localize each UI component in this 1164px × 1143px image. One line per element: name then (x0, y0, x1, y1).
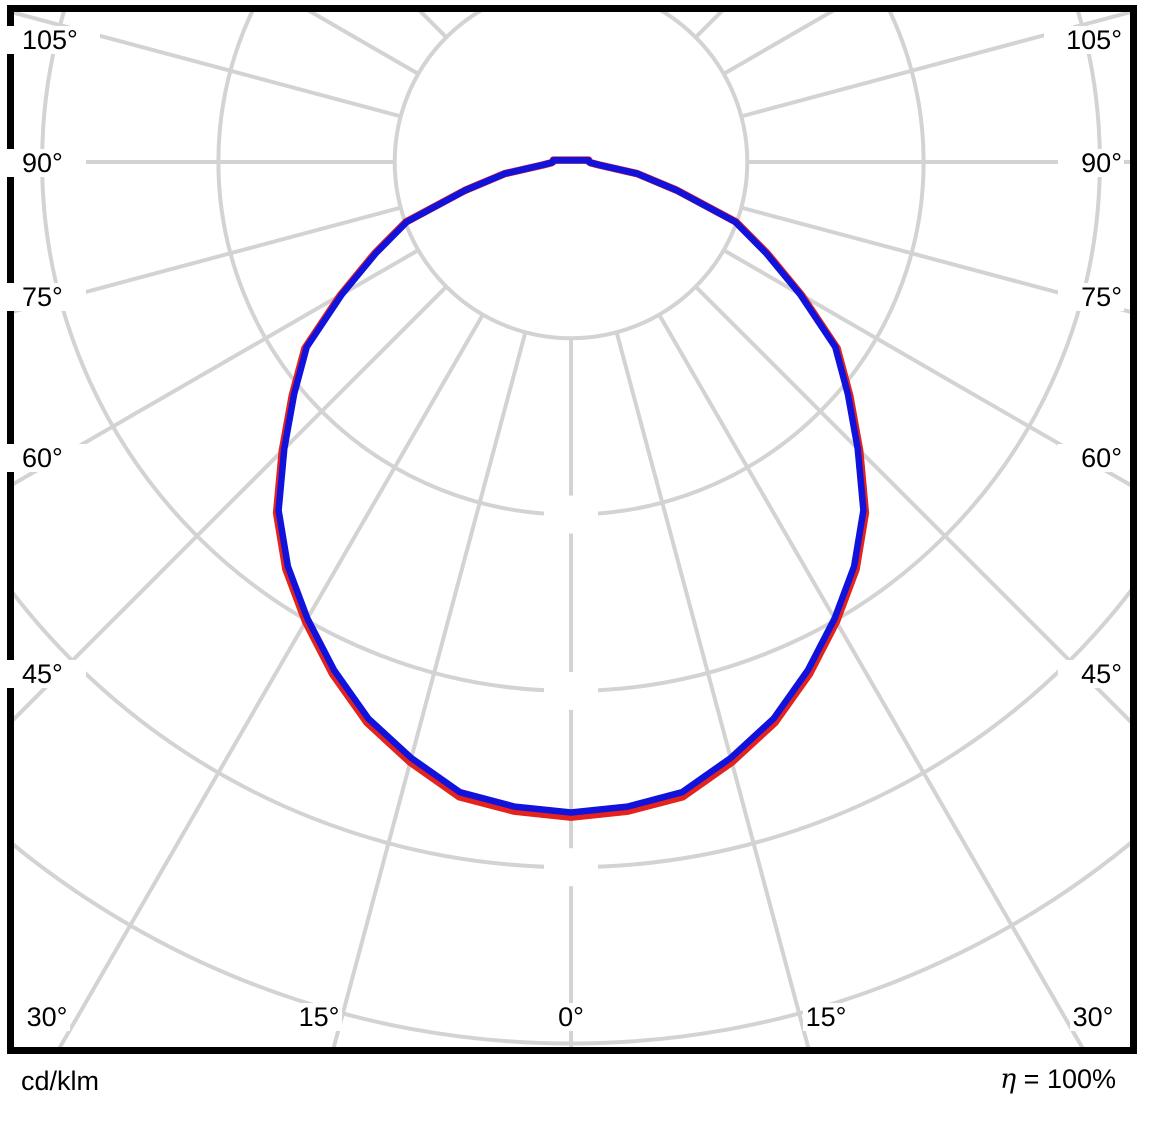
grid-spoke-60 (722, 248, 1130, 488)
grid-spoke-285 (14, 205, 402, 314)
eta-symbol: η (999, 1064, 1017, 1095)
grid-spoke-45 (694, 285, 1130, 724)
angle-label-bottom-15deg: 15° (803, 1003, 849, 1031)
grid-spoke-15 (614, 331, 811, 1047)
ring-value-knockout-4 (544, 848, 598, 887)
grid-spoke-300 (14, 248, 420, 486)
angle-label-right-75deg: 75° (1058, 283, 1124, 311)
angle-label-bottom-30deg: 30° (1070, 1003, 1116, 1031)
ring-value-knockout-2 (544, 495, 598, 534)
grid-spoke-105 (740, 12, 1130, 119)
efficiency-label: η = 100% (960, 1064, 1116, 1095)
angle-label-bottom-0deg: 0° (549, 1003, 593, 1031)
angle-label-bottom-30deg: 30° (24, 1003, 70, 1031)
angle-label-left-60deg: 60° (2, 444, 86, 472)
polar-plot-area (7, 5, 1137, 1054)
angle-label-right-60deg: 60° (1058, 444, 1124, 472)
ring-value-knockout-3 (544, 671, 598, 710)
angle-label-right-105deg: 105° (1044, 26, 1124, 54)
efficiency-value: = 100% (1016, 1064, 1116, 1094)
grid-spoke-255 (14, 12, 402, 119)
grid-spoke-315 (14, 285, 448, 722)
angle-label-left-90deg: 90° (2, 149, 86, 177)
grid-spoke-330 (57, 313, 485, 1047)
grid-spoke-30 (657, 313, 1085, 1047)
grid-ring-1 (392, 12, 750, 341)
angle-label-left-75deg: 75° (2, 283, 86, 311)
angle-label-right-90deg: 90° (1058, 149, 1124, 177)
grid-spoke-75 (740, 205, 1130, 314)
angle-label-right-45deg: 45° (1058, 660, 1124, 688)
grid-spoke-345 (331, 331, 528, 1047)
unit-label: cd/klm (21, 1066, 100, 1096)
angle-label-left-45deg: 45° (2, 660, 86, 688)
curve-c90-c270 (275, 156, 867, 816)
polar-grid-and-curves (14, 12, 1130, 1047)
angle-label-bottom-15deg: 15° (296, 1003, 342, 1031)
angle-label-left-105deg: 105° (2, 26, 100, 54)
